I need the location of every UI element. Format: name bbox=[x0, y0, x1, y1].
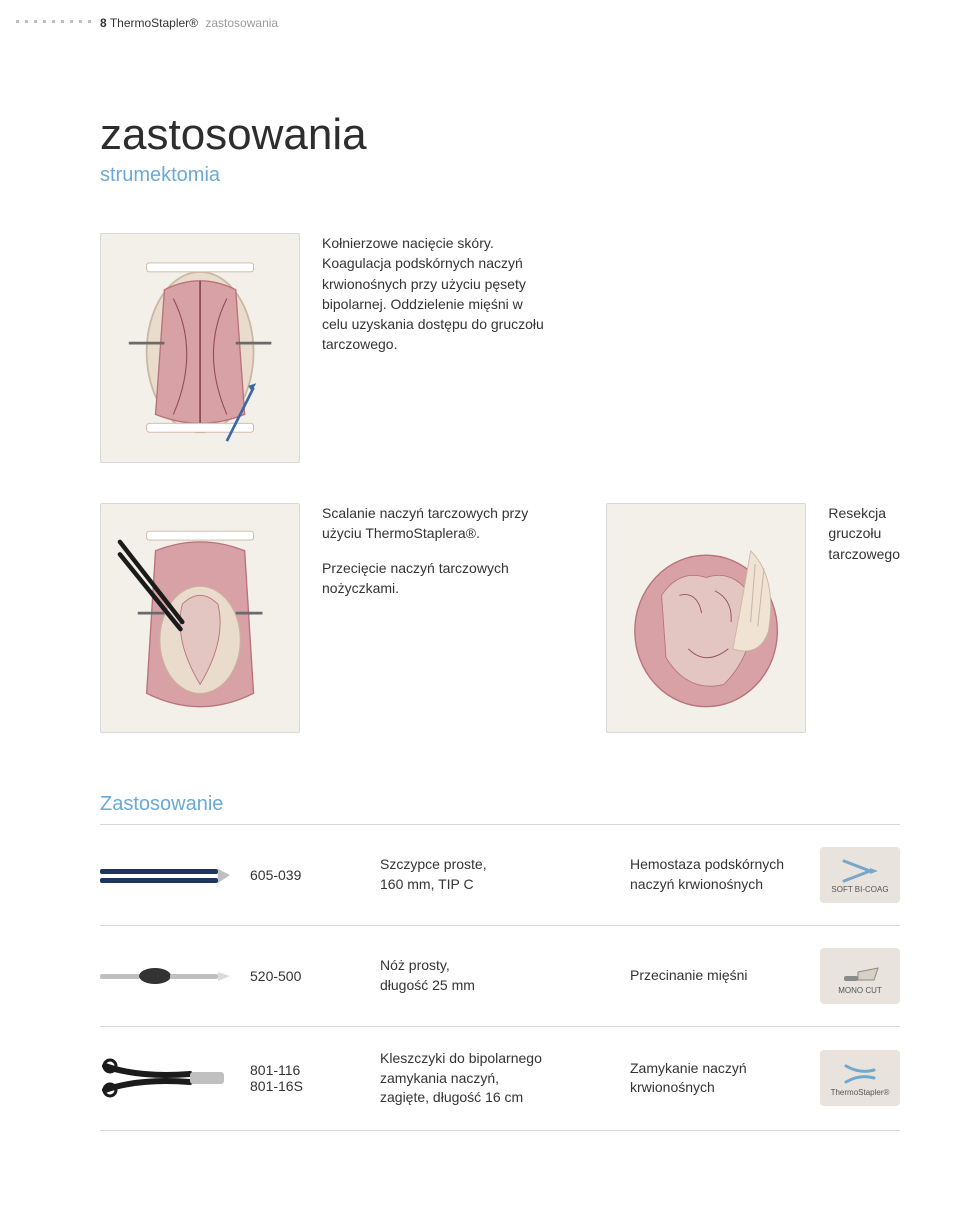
caption-resection-text: Resekcja gruczołu tarczowego bbox=[828, 503, 900, 564]
page: 8 ThermoStapler® zastosowania zastosowan… bbox=[0, 0, 960, 1171]
instrument-thumb bbox=[100, 956, 230, 996]
instrument-code: 605-039 bbox=[250, 867, 360, 883]
caption-incision: Kołnierzowe nacięcie skóry. Koagulacja p… bbox=[322, 233, 552, 355]
instrument-thumb bbox=[100, 855, 230, 895]
applications-table: 605-039 Szczypce proste,160 mm, TIP C He… bbox=[100, 825, 900, 1131]
page-title: zastosowania bbox=[100, 110, 900, 160]
brand-name: ThermoStapler® bbox=[110, 16, 198, 30]
illustration-sealing bbox=[100, 503, 300, 733]
mode-label: ThermoStapler® bbox=[831, 1088, 890, 1097]
caption-sealing-text: Scalanie naczyń tarczowych przy użyciu T… bbox=[322, 503, 546, 544]
instrument-desc: Nóż prosty,długość 25 mm bbox=[380, 956, 610, 995]
caption-sealing-group: Scalanie naczyń tarczowych przy użyciu T… bbox=[322, 503, 546, 598]
application-row: 520-500 Nóż prosty,długość 25 mm Przecin… bbox=[100, 926, 900, 1027]
caption-resection: Resekcja gruczołu tarczowego bbox=[828, 503, 900, 564]
mode-badge: SOFT BI-COAG bbox=[820, 847, 900, 903]
instrument-thumb bbox=[100, 1058, 230, 1098]
instrument-code: 520-500 bbox=[250, 968, 360, 984]
illustration-incision bbox=[100, 233, 300, 463]
caption-incision-text: Kołnierzowe nacięcie skóry. Koagulacja p… bbox=[322, 233, 552, 355]
instrument-purpose: Przecinanie mięśni bbox=[630, 966, 800, 986]
figure-row-2: Scalanie naczyń tarczowych przy użyciu T… bbox=[100, 503, 900, 733]
instrument-purpose: Zamykanie naczyń krwionośnych bbox=[630, 1059, 800, 1098]
caption-cutting-text: Przecięcie naczyń tarczowych nożyczkami. bbox=[322, 558, 546, 599]
applications-heading: Zastosowanie bbox=[100, 793, 900, 816]
mode-badge: ThermoStapler® bbox=[820, 1050, 900, 1106]
instrument-desc: Kleszczyki do bipolarnego zamykania nacz… bbox=[380, 1049, 610, 1108]
page-subtitle: strumektomia bbox=[100, 164, 900, 187]
illustration-resection bbox=[606, 503, 806, 733]
mode-label: MONO CUT bbox=[838, 986, 882, 995]
page-number: 8 bbox=[100, 16, 107, 30]
page-header: 8 ThermoStapler® zastosowania bbox=[100, 16, 278, 30]
margin-dots bbox=[16, 20, 91, 23]
instrument-desc: Szczypce proste,160 mm, TIP C bbox=[380, 855, 610, 894]
instrument-code: 801-116801-16S bbox=[250, 1062, 360, 1094]
mode-badge: MONO CUT bbox=[820, 948, 900, 1004]
title-block: zastosowania strumektomia bbox=[100, 110, 900, 187]
application-row: 605-039 Szczypce proste,160 mm, TIP C He… bbox=[100, 825, 900, 926]
mode-label: SOFT BI-COAG bbox=[831, 885, 888, 894]
breadcrumb-section: zastosowania bbox=[205, 16, 278, 30]
figure-row-1: Kołnierzowe nacięcie skóry. Koagulacja p… bbox=[100, 233, 900, 463]
instrument-purpose: Hemostaza podskórnych naczyń krwionośnyc… bbox=[630, 855, 800, 894]
application-row: 801-116801-16S Kleszczyki do bipolarnego… bbox=[100, 1027, 900, 1131]
